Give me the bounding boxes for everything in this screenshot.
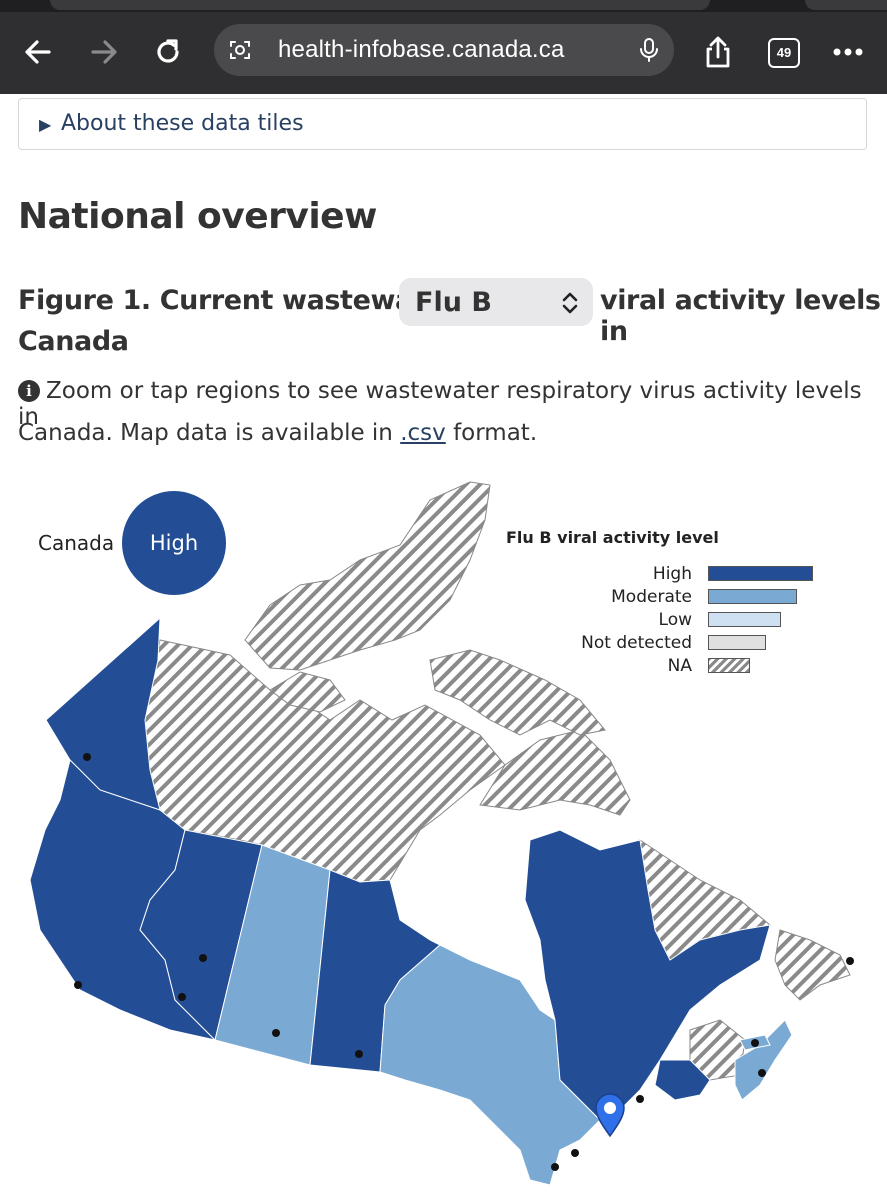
legend-item-na: NA bbox=[520, 656, 820, 676]
legend-label: Moderate bbox=[611, 587, 692, 607]
browser-toolbar: health-infobase.canada.ca 49 bbox=[0, 0, 887, 94]
virus-select-value: Flu B bbox=[415, 287, 492, 318]
next-tab-edge[interactable] bbox=[805, 0, 887, 10]
national-summary-label: Canada bbox=[38, 531, 115, 555]
legend-item-not-detected: Not detected bbox=[520, 633, 820, 653]
legend-swatch bbox=[708, 566, 813, 581]
region-quebec[interactable] bbox=[524, 829, 771, 1121]
legend-title: Flu B viral activity level bbox=[506, 528, 719, 547]
site-settings-icon[interactable] bbox=[228, 38, 252, 62]
legend-item-moderate: Moderate bbox=[520, 587, 820, 607]
forward-arrow-icon bbox=[91, 40, 117, 64]
site-dot[interactable] bbox=[571, 1149, 579, 1157]
forward-button[interactable] bbox=[82, 30, 126, 74]
active-tab-edge[interactable] bbox=[50, 0, 710, 10]
site-dot[interactable] bbox=[846, 957, 854, 965]
map-instructions-line2: Canada. Map data is available in .csv fo… bbox=[18, 420, 537, 446]
national-level-badge[interactable]: High bbox=[122, 491, 226, 595]
map-instructions-line1: i Zoom or tap regions to see wastewater r… bbox=[18, 378, 887, 430]
select-chevron-icon bbox=[562, 292, 578, 314]
site-dot[interactable] bbox=[551, 1163, 559, 1171]
legend-label: NA bbox=[667, 656, 692, 676]
about-data-tiles-label[interactable]: About these data tiles bbox=[61, 111, 304, 136]
region-nova-scotia[interactable] bbox=[734, 1019, 793, 1101]
microphone-icon[interactable] bbox=[638, 37, 660, 63]
site-dot[interactable] bbox=[74, 981, 82, 989]
legend-label: High bbox=[652, 564, 692, 584]
legend-swatch bbox=[708, 658, 750, 673]
reload-button[interactable] bbox=[146, 30, 190, 74]
region-baffin-island[interactable] bbox=[429, 649, 606, 736]
location-marker-icon[interactable] bbox=[595, 1093, 625, 1138]
figure-title-line2: Canada bbox=[18, 326, 129, 357]
legend-swatch bbox=[708, 612, 781, 627]
site-dot[interactable] bbox=[636, 1095, 644, 1103]
instructions-text-1: Zoom or tap regions to see wastewater re… bbox=[18, 378, 862, 430]
info-icon: i bbox=[18, 380, 40, 402]
instructions-text-2: Canada. Map data is available in bbox=[18, 420, 401, 446]
site-dot[interactable] bbox=[751, 1039, 759, 1047]
tab-strip bbox=[0, 0, 887, 12]
site-dot[interactable] bbox=[83, 753, 91, 761]
legend-item-low: Low bbox=[520, 610, 820, 630]
disclosure-triangle-icon: ▶ bbox=[39, 115, 52, 134]
address-bar[interactable]: health-infobase.canada.ca bbox=[214, 24, 674, 76]
canada-map[interactable] bbox=[0, 470, 887, 1200]
instructions-text-3: format. bbox=[445, 420, 538, 446]
figure-title-suffix: viral activity levels in bbox=[600, 285, 881, 347]
region-ontario[interactable] bbox=[379, 944, 601, 1186]
region-newfoundland[interactable] bbox=[774, 929, 851, 1001]
legend-label: Not detected bbox=[581, 633, 692, 653]
more-icon bbox=[833, 48, 863, 56]
legend-item-high: High bbox=[520, 564, 820, 584]
url-text[interactable]: health-infobase.canada.ca bbox=[278, 36, 565, 63]
figure-title-prefix: Figure 1. Current wastewater bbox=[18, 285, 457, 316]
site-dot[interactable] bbox=[758, 1069, 766, 1077]
reload-icon bbox=[157, 39, 179, 63]
page-heading: National overview bbox=[18, 196, 377, 237]
region-arctic-islands[interactable] bbox=[244, 481, 491, 671]
virus-select[interactable]: Flu B bbox=[399, 278, 593, 326]
back-button[interactable] bbox=[16, 30, 60, 74]
site-dot[interactable] bbox=[199, 954, 207, 962]
site-dot[interactable] bbox=[178, 993, 186, 1001]
share-icon bbox=[706, 36, 730, 68]
site-dot[interactable] bbox=[272, 1029, 280, 1037]
more-button[interactable] bbox=[826, 30, 870, 74]
region-new-brunswick[interactable] bbox=[654, 1059, 711, 1101]
legend-swatch bbox=[708, 589, 797, 604]
legend-label: Low bbox=[658, 610, 692, 630]
about-data-tiles-toggle[interactable]: ▶ About these data tiles bbox=[18, 98, 867, 150]
csv-download-link[interactable]: .csv bbox=[400, 420, 446, 446]
legend-swatch bbox=[708, 635, 766, 650]
share-button[interactable] bbox=[696, 30, 740, 74]
tabs-button[interactable]: 49 bbox=[768, 38, 800, 68]
region-southampton-island[interactable] bbox=[269, 671, 346, 713]
sampling-sites bbox=[74, 753, 854, 1171]
region-yukon[interactable] bbox=[45, 616, 161, 811]
site-dot[interactable] bbox=[355, 1050, 363, 1058]
region-nunavut-mainland[interactable] bbox=[479, 729, 631, 816]
back-arrow-icon bbox=[25, 40, 51, 64]
